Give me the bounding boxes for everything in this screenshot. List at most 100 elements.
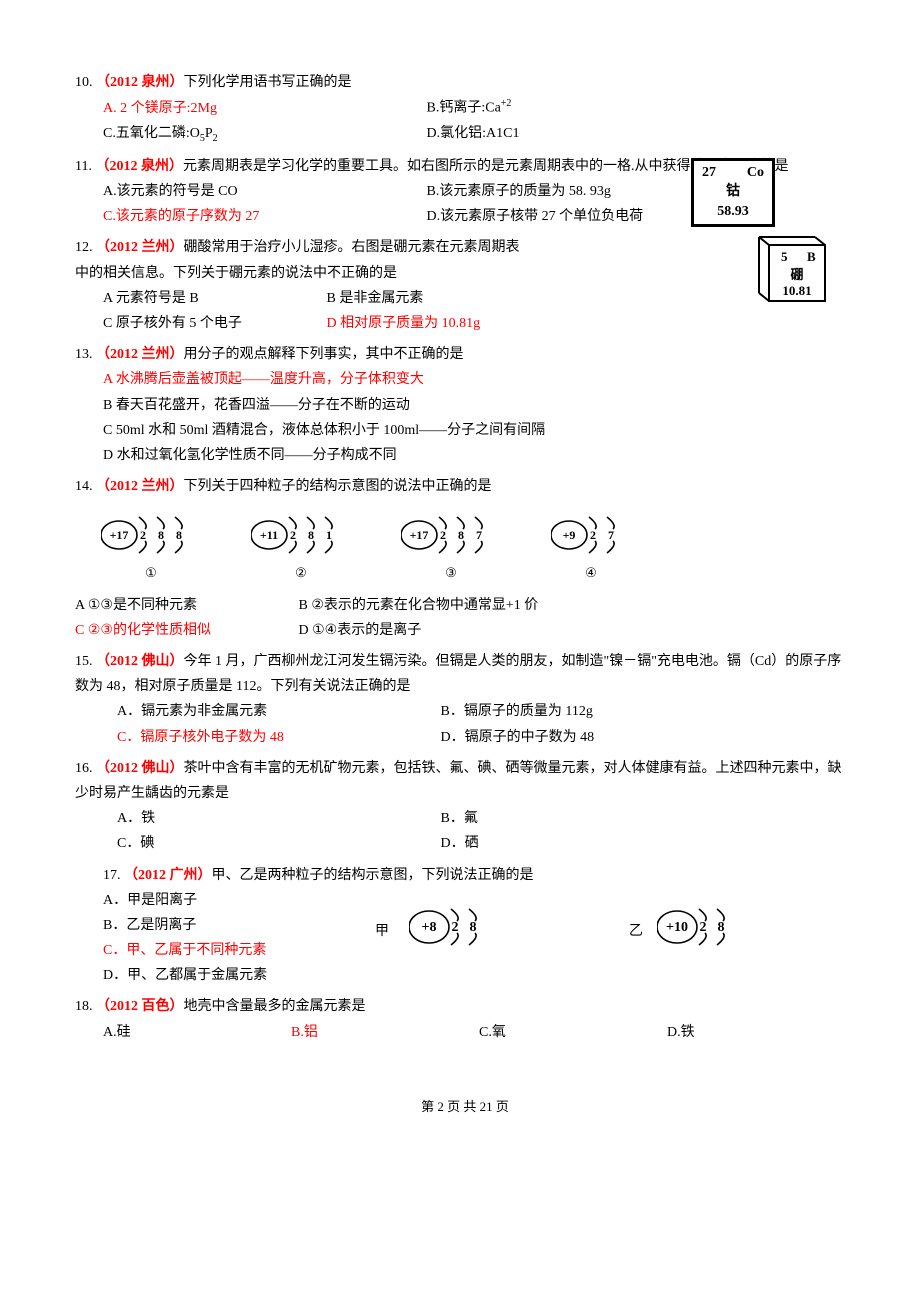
q11-a: A.该元素的符号是 CO: [103, 179, 423, 204]
q13-stem: 用分子的观点解释下列事实，其中不正确的是: [184, 347, 464, 362]
q15-d: D．镉原子的中子数为 48: [441, 725, 595, 750]
q16-src: （2012 佛山）: [96, 761, 184, 776]
question-18: 18. （2012 百色）地壳中含量最多的金属元素是 A.硅 B.铝 C.氧 D…: [75, 994, 855, 1044]
q11-src: （2012 泉州）: [95, 159, 183, 174]
q13-c: C 50ml 水和 50ml 酒精混合，液体总体积小于 100ml——分子之间有…: [75, 418, 855, 443]
svg-text:+11: +11: [260, 528, 278, 542]
q13-num: 13.: [75, 347, 96, 362]
q18-b: B.铝: [291, 1020, 479, 1045]
q18-a: A.硅: [103, 1020, 291, 1045]
q12-c: C 原子核外有 5 个电子: [103, 311, 323, 336]
svg-text:+10: +10: [666, 920, 688, 935]
svg-text:+17: +17: [110, 528, 129, 542]
q15-stem: 今年 1 月，广西柳州龙江河发生镉污染。但镉是人类的朋友，如制造"镍－镉"充电电…: [75, 654, 841, 694]
q10-a: A. 2 个镁原子:2Mg: [103, 96, 423, 121]
atom-diagram: +17287③: [401, 511, 501, 584]
q17-src: （2012 广州）: [124, 868, 212, 883]
atom-diagram: +927④: [551, 511, 631, 584]
question-15: 15. （2012 佛山）今年 1 月，广西柳州龙江河发生镉污染。但镉是人类的朋…: [75, 649, 855, 750]
q14-d: D ①④表示的是离子: [299, 618, 422, 643]
question-16: 16. （2012 佛山）茶叶中含有丰富的无机矿物元素，包括铁、氟、碘、硒等微量…: [75, 756, 855, 857]
question-14: 14. （2012 兰州）下列关于四种粒子的结构示意图的说法中正确的是 +172…: [75, 474, 855, 643]
atom-diagrams: +17288①+11281②+17287③+927④: [75, 499, 855, 592]
q11-num: 11.: [75, 159, 95, 174]
atom-icon: +17287: [401, 511, 501, 559]
svg-text:1: 1: [326, 528, 332, 542]
q15-b: B．镉原子的质量为 112g: [441, 699, 593, 724]
q10-stem: 下列化学用语书写正确的是: [184, 75, 352, 90]
yi-label: 乙: [629, 919, 643, 944]
jia-label: 甲: [375, 919, 389, 944]
q10-b: B.钙离子:Ca+2: [427, 95, 512, 121]
atom-diagram: +17288①: [101, 511, 201, 584]
q15-c: C．镉原子核外电子数为 48: [117, 725, 437, 750]
q10-d: D.氯化铝:A1C1: [427, 121, 520, 146]
atom-icon: +8 28: [409, 899, 489, 955]
q17-num: 17.: [103, 868, 124, 883]
svg-text:8: 8: [176, 528, 182, 542]
q10-c: C.五氧化二磷:O5P2: [103, 121, 423, 148]
question-11: 11. （2012 泉州）元素周期表是学习化学的重要工具。如右图所示的是元素周期…: [75, 154, 855, 230]
q16-stem: 茶叶中含有丰富的无机矿物元素，包括铁、氟、碘、硒等微量元素，对人体健康有益。上述…: [75, 761, 842, 801]
q16-b: B．氟: [441, 806, 478, 831]
q14-b: B ②表示的元素在化合物中通常显+1 价: [299, 593, 539, 618]
svg-text:8: 8: [158, 528, 164, 542]
element-box-b: 5 B 硼 10.81: [751, 235, 835, 320]
q12-src: （2012 兰州）: [96, 240, 184, 255]
question-13: 13. （2012 兰州）用分子的观点解释下列事实，其中不正确的是 A 水沸腾后…: [75, 342, 855, 468]
q14-c: C ②③的化学性质相似: [75, 618, 295, 643]
svg-text:+17: +17: [410, 528, 429, 542]
element-box-co: 27Co 钴 58.93: [691, 158, 775, 227]
q12-num: 12.: [75, 240, 96, 255]
svg-text:2: 2: [140, 528, 146, 542]
q18-d: D.铁: [667, 1020, 855, 1045]
svg-text:7: 7: [608, 528, 614, 542]
svg-text:10.81: 10.81: [782, 283, 811, 298]
question-10: 10. （2012 泉州）下列化学用语书写正确的是 A. 2 个镁原子:2Mg …: [75, 70, 855, 148]
q18-num: 18.: [75, 999, 96, 1014]
q10-src: （2012 泉州）: [96, 75, 184, 90]
q14-src: （2012 兰州）: [96, 479, 184, 494]
atom-icon: +9 27: [551, 511, 631, 559]
svg-text:8: 8: [458, 528, 464, 542]
svg-text:2: 2: [452, 920, 459, 935]
svg-text:8: 8: [470, 920, 477, 935]
q16-d: D．硒: [441, 831, 479, 856]
q12-stem2: 中的相关信息。下列关于硼元素的说法中不正确的是: [75, 261, 855, 286]
atom-icon: +10 28: [657, 899, 737, 955]
svg-text:+8: +8: [422, 920, 437, 935]
svg-text:+9: +9: [563, 528, 576, 542]
q16-c: C．碘: [117, 831, 437, 856]
q16-a: A．铁: [117, 806, 437, 831]
q18-stem: 地壳中含量最多的金属元素是: [184, 999, 366, 1014]
svg-text:2: 2: [440, 528, 446, 542]
svg-text:2: 2: [290, 528, 296, 542]
q17-d: D．甲、乙都属于金属元素: [75, 963, 855, 988]
q12-b: B 是非金属元素: [327, 286, 424, 311]
q15-num: 15.: [75, 654, 96, 669]
q17-stem: 甲、乙是两种粒子的结构示意图，下列说法正确的是: [212, 868, 534, 883]
q16-num: 16.: [75, 761, 96, 776]
svg-text:2: 2: [700, 920, 707, 935]
atom-icon: +17288: [101, 511, 201, 559]
atom-jia: 甲 +8 28: [375, 899, 489, 964]
q13-src: （2012 兰州）: [96, 347, 184, 362]
boron-box-icon: 5 B 硼 10.81: [751, 235, 835, 311]
q15-a: A．镉元素为非金属元素: [117, 699, 437, 724]
page-footer: 第 2 页 共 21 页: [75, 1095, 855, 1118]
svg-text:8: 8: [718, 920, 725, 935]
svg-text:B: B: [807, 249, 816, 264]
q11-c: C.该元素的原子序数为 27: [103, 204, 423, 229]
question-12: 12. （2012 兰州）硼酸常用于治疗小儿湿疹。右图是硼元素在元素周期表 中的…: [75, 235, 855, 336]
q13-b: B 春天百花盛开，花香四溢——分子在不断的运动: [75, 393, 855, 418]
q12-stem1: 硼酸常用于治疗小儿湿疹。右图是硼元素在元素周期表: [184, 240, 520, 255]
q12-d: D 相对原子质量为 10.81g: [327, 311, 481, 336]
question-17: 17. （2012 广州）甲、乙是两种粒子的结构示意图，下列说法正确的是 A．甲…: [75, 863, 855, 989]
atom-diagram: +11281②: [251, 511, 351, 584]
svg-text:5: 5: [781, 249, 788, 264]
q14-num: 14.: [75, 479, 96, 494]
q15-src: （2012 佛山）: [96, 654, 184, 669]
atom-yi: 乙 +10 28: [629, 899, 737, 964]
svg-text:2: 2: [590, 528, 596, 542]
q18-c: C.氧: [479, 1020, 667, 1045]
